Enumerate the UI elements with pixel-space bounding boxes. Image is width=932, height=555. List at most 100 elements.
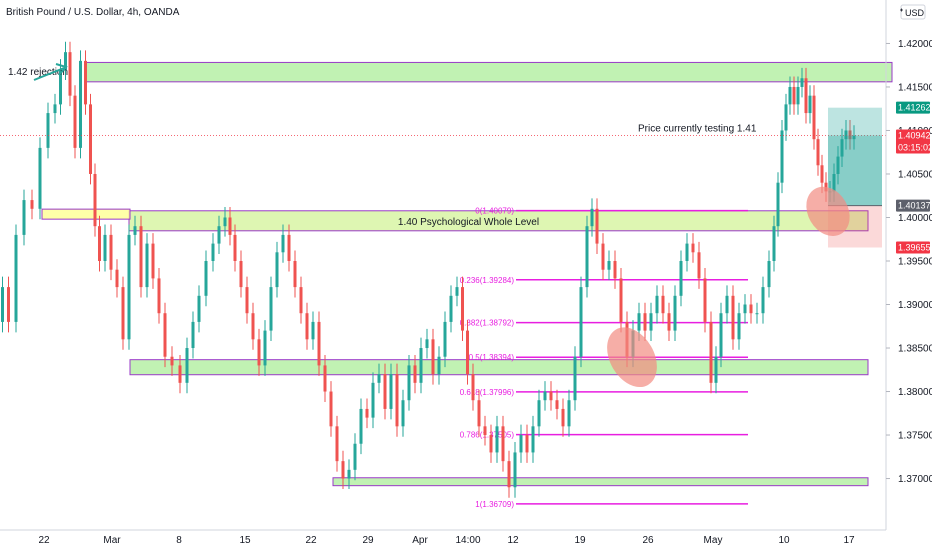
candle-body [311, 321, 315, 340]
chart-title: British Pound / U.S. Dollar, 4h, OANDA [6, 7, 180, 18]
candle-body [269, 287, 273, 331]
candle-body [796, 86, 800, 105]
candle-body [495, 426, 499, 453]
candle-body [840, 139, 844, 157]
candle-body [389, 374, 393, 409]
candle-body [407, 365, 411, 401]
x-tick-label: Apr [412, 535, 428, 546]
candle-body [323, 365, 327, 392]
candle-body [501, 426, 505, 462]
candle-body [341, 461, 345, 479]
x-tick-label: 15 [239, 535, 251, 546]
x-tick-label: 17 [843, 535, 855, 546]
candle-body [812, 95, 816, 140]
fib-label: 0.382(1.38792) [460, 319, 515, 328]
candle-body [820, 165, 824, 183]
fib-label: 0(1.40079) [475, 207, 514, 216]
annotation-text: Price currently testing 1.41 [638, 123, 757, 134]
currency-marker-icon [900, 8, 903, 12]
candle-body [228, 217, 232, 235]
candle-body [555, 400, 559, 409]
x-tick-label: 8 [176, 535, 182, 546]
candle-body [239, 261, 243, 288]
candle-body [714, 356, 718, 383]
candle-body [737, 313, 741, 340]
candle-body [667, 313, 671, 331]
candle-body [1, 287, 4, 322]
candle-body [371, 382, 375, 418]
candle-body [590, 208, 594, 227]
candle-body [139, 226, 143, 288]
candle-body [197, 295, 201, 322]
fib-label: 0.618(1.37996) [460, 388, 515, 397]
candle-body [413, 365, 417, 383]
candle-body [685, 243, 689, 261]
candle-body [525, 435, 529, 453]
candle-body [772, 226, 776, 261]
candle-body [767, 261, 771, 288]
candle-body [251, 313, 255, 340]
candle-body [567, 400, 571, 427]
candle-body [836, 156, 840, 174]
candle-body [353, 443, 357, 470]
candle-body [637, 313, 641, 331]
candle-body [317, 321, 321, 366]
candle-body [601, 243, 605, 270]
candle-body [395, 374, 399, 427]
x-tick-label: 10 [778, 535, 790, 546]
candle-body [477, 400, 481, 427]
highlight-ellipse [607, 327, 657, 388]
candle-body [443, 321, 447, 357]
zone-0 [85, 61, 893, 83]
candle-body [359, 408, 363, 444]
candle-body [792, 86, 796, 105]
candle-body [151, 243, 155, 279]
arrow-head-icon [55, 63, 68, 76]
candle-body [579, 287, 583, 357]
y-tick-label: 1.40500 [898, 169, 932, 180]
price-badge-text: 1.39655 [898, 243, 931, 253]
candle-body [335, 426, 339, 462]
candle-body [68, 52, 72, 96]
y-tick-label: 1.39000 [898, 300, 932, 311]
zone-2 [41, 208, 131, 220]
price-badge [896, 199, 930, 212]
candle-body [419, 348, 423, 383]
candle-body [191, 321, 195, 349]
currency-selector[interactable]: USD [900, 4, 926, 20]
candle-body [543, 391, 547, 401]
candle-body [431, 339, 435, 375]
x-tick-label: May [704, 535, 723, 546]
candle-body [145, 243, 149, 288]
candle-body [643, 313, 647, 331]
candle-body [483, 426, 487, 436]
candle-body [513, 452, 517, 488]
candle-body [761, 287, 765, 314]
candle-body [595, 208, 599, 244]
candle-body [53, 104, 57, 114]
candle-body [401, 400, 405, 427]
candle-body [109, 234, 113, 270]
y-tick-label: 1.37000 [898, 474, 932, 485]
candle-body [655, 295, 659, 314]
candle-body [347, 469, 351, 479]
candle-body [776, 182, 780, 227]
price-badge-text: 1.40942 [898, 131, 931, 141]
currency-label: USD [905, 8, 925, 18]
candle-body [607, 261, 611, 270]
candle-body [89, 104, 92, 174]
candle-body [649, 313, 653, 331]
candle-body [697, 252, 701, 279]
candle-body [79, 60, 82, 148]
candle-body [573, 356, 577, 401]
candle-body [73, 95, 77, 148]
candle-body [163, 313, 167, 357]
candle-body [585, 226, 589, 288]
y-tick-label: 1.38000 [898, 387, 932, 398]
price-badge-text: 1.40137 [898, 201, 931, 211]
candle-body [59, 69, 62, 105]
y-tick-label: 1.41500 [898, 82, 932, 93]
candle-body [178, 365, 182, 383]
